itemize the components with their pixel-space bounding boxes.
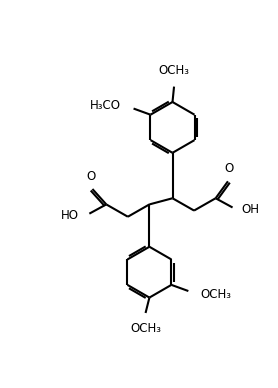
Text: OCH₃: OCH₃ bbox=[130, 322, 161, 335]
Text: OH: OH bbox=[242, 203, 260, 215]
Text: OCH₃: OCH₃ bbox=[158, 64, 190, 77]
Text: O: O bbox=[86, 170, 96, 183]
Text: HO: HO bbox=[61, 209, 79, 222]
Text: O: O bbox=[225, 162, 234, 175]
Text: H₃CO: H₃CO bbox=[90, 99, 121, 112]
Text: OCH₃: OCH₃ bbox=[201, 288, 232, 301]
